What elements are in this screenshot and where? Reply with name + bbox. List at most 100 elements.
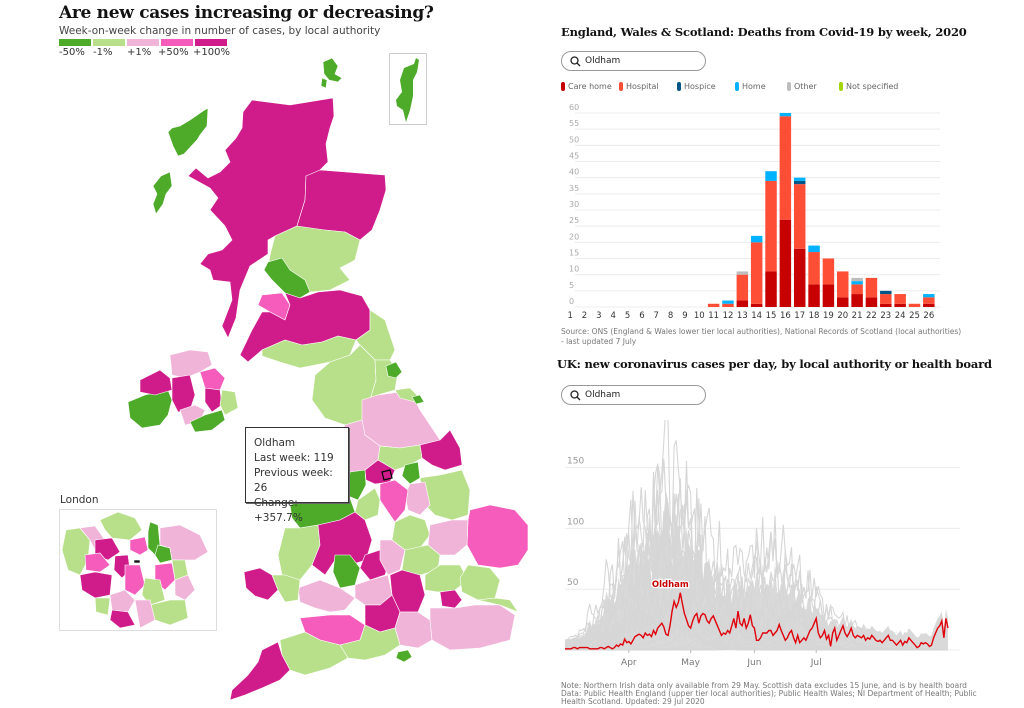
london-borough[interactable]: [109, 609, 136, 629]
region-newcastle[interactable]: [385, 361, 403, 379]
bar-segment-home[interactable]: [765, 171, 777, 181]
bar-segment-hospital[interactable]: [822, 258, 835, 285]
bar-segment-care-home[interactable]: [837, 297, 849, 307]
legend-swatch-minus1: [93, 39, 125, 46]
bar-segment-hospital[interactable]: [865, 277, 878, 298]
london-borough[interactable]: [134, 599, 156, 629]
bar-segment-care-home[interactable]: [851, 294, 863, 307]
bar-segment-hospital[interactable]: [880, 294, 892, 304]
london-borough[interactable]: [141, 577, 166, 606]
bar-segment-other[interactable]: [851, 277, 863, 282]
region-derbyshire[interactable]: [379, 479, 409, 523]
bar-segment-other[interactable]: [736, 271, 749, 275]
bar-segment-hospital[interactable]: [736, 274, 749, 301]
region-stirling[interactable]: [263, 257, 311, 299]
region-western-isles[interactable]: [152, 107, 209, 215]
bar-segment-hospital[interactable]: [722, 303, 734, 307]
region-nottinghamshire[interactable]: [404, 481, 431, 516]
region-isle-of-wight[interactable]: [395, 649, 413, 663]
map-tooltip: Oldham Last week: 119 Previous week: 26 …: [245, 427, 349, 524]
cases-updated: Health Scotland. Updated: 29 Jul 2020: [561, 697, 705, 706]
bar-segment-home[interactable]: [793, 177, 806, 181]
bar-segment-home[interactable]: [923, 294, 935, 298]
region-oldham-highlight[interactable]: [381, 469, 393, 481]
london-borough[interactable]: [174, 574, 196, 601]
region-ni-antrim[interactable]: [199, 367, 226, 391]
bar-segment-care-home[interactable]: [880, 303, 892, 307]
y-tick-label: 55: [569, 119, 579, 128]
region-hampshire[interactable]: [394, 611, 433, 649]
region-dorset[interactable]: [339, 624, 401, 661]
london-borough[interactable]: [109, 589, 136, 613]
region-merseyside[interactable]: [347, 469, 367, 501]
bar-segment-home[interactable]: [779, 113, 792, 117]
bar-segment-hospital[interactable]: [894, 294, 906, 304]
region-ni-ards[interactable]: [219, 389, 239, 416]
london-borough[interactable]: [129, 536, 149, 556]
bar-segment-hospital[interactable]: [908, 303, 921, 307]
cases-search-input[interactable]: Oldham: [561, 385, 706, 405]
bar-segment-home[interactable]: [750, 235, 763, 243]
region-ni-derry[interactable]: [139, 369, 173, 396]
bar-segment-hospital[interactable]: [707, 303, 720, 307]
london-borough[interactable]: [99, 511, 143, 541]
london-borough[interactable]: [124, 564, 146, 596]
region-kent[interactable]: [477, 597, 519, 613]
region-ni-causeway[interactable]: [169, 349, 213, 379]
bar-segment-care-home[interactable]: [736, 300, 749, 307]
deaths-search-input[interactable]: Oldham: [561, 51, 706, 71]
region-north-yorkshire[interactable]: [361, 391, 441, 449]
bar-segment-care-home[interactable]: [808, 284, 820, 307]
bar-segment-hospice[interactable]: [880, 290, 892, 295]
bar-segment-hospital[interactable]: [808, 252, 820, 285]
london-borough[interactable]: [84, 552, 111, 573]
bar-segment-hospital[interactable]: [793, 184, 806, 249]
bar-segment-care-home[interactable]: [779, 219, 792, 307]
region-orkney[interactable]: [320, 57, 343, 89]
bar-segment-hospital[interactable]: [779, 116, 792, 220]
region-powys[interactable]: [277, 524, 321, 581]
bar-segment-hospital[interactable]: [765, 180, 777, 272]
region-wakefield[interactable]: [401, 461, 421, 485]
region-south-wales[interactable]: [297, 579, 356, 613]
bar-segment-home[interactable]: [722, 300, 734, 304]
region-shropshire[interactable]: [311, 511, 373, 576]
bar-segment-care-home[interactable]: [822, 284, 835, 307]
region-ni-belfast[interactable]: [204, 387, 223, 413]
region-carmarthenshire[interactable]: [271, 574, 301, 603]
region-pembrokeshire[interactable]: [243, 567, 279, 601]
region-east-riding[interactable]: [419, 429, 463, 471]
region-ni-fermanagh[interactable]: [127, 389, 173, 429]
bar-segment-care-home[interactable]: [750, 303, 763, 307]
london-borough[interactable]: [94, 597, 111, 616]
region-warwickshire[interactable]: [379, 539, 406, 576]
london-inset-map[interactable]: [61, 511, 209, 629]
uk-choropleth-map[interactable]: [0, 0, 550, 708]
bar-segment-home[interactable]: [851, 281, 863, 285]
bar-segment-care-home[interactable]: [894, 303, 906, 307]
bar-segment-home[interactable]: [808, 245, 820, 253]
bar-segment-care-home[interactable]: [865, 297, 878, 307]
legend-item-home: Home: [735, 82, 766, 91]
bar-segment-hospital[interactable]: [837, 271, 849, 298]
region-lincolnshire[interactable]: [419, 469, 471, 521]
city-of-london[interactable]: [133, 559, 141, 564]
region-cornwall[interactable]: [229, 641, 291, 701]
region-surrey-sussex[interactable]: [429, 604, 516, 651]
bar-segment-hospital[interactable]: [750, 242, 763, 304]
region-ni-down[interactable]: [189, 409, 226, 433]
region-london[interactable]: [439, 589, 463, 609]
bar-segment-hospital[interactable]: [923, 297, 935, 304]
oldham-line[interactable]: [565, 592, 949, 650]
bar-segment-care-home[interactable]: [793, 248, 806, 307]
bar-segment-hospice[interactable]: [793, 180, 806, 185]
region-dumfries[interactable]: [261, 335, 357, 369]
bar-segment-hospital[interactable]: [851, 284, 863, 295]
bar-segment-care-home[interactable]: [923, 303, 935, 307]
region-shetland[interactable]: [396, 58, 419, 122]
region-essex[interactable]: [459, 564, 501, 601]
region-norfolk-suffolk[interactable]: [466, 504, 529, 569]
london-borough[interactable]: [159, 524, 209, 561]
region-teesside[interactable]: [411, 394, 425, 405]
bar-segment-care-home[interactable]: [765, 271, 777, 307]
